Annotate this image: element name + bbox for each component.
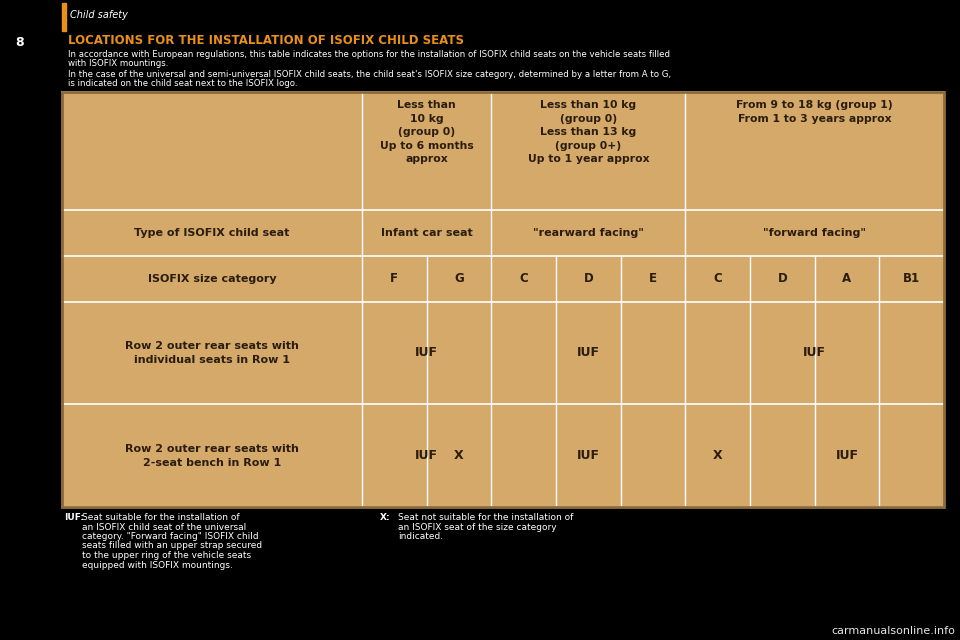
Text: IUF: IUF xyxy=(577,449,600,462)
Text: with ISOFIX mountings.: with ISOFIX mountings. xyxy=(68,59,168,68)
Text: equipped with ISOFIX mountings.: equipped with ISOFIX mountings. xyxy=(82,561,233,570)
Text: X:: X: xyxy=(380,513,391,522)
Text: "rearward facing": "rearward facing" xyxy=(533,228,644,238)
Text: Row 2 outer rear seats with
individual seats in Row 1: Row 2 outer rear seats with individual s… xyxy=(125,341,299,365)
Text: seats filled with an upper strap secured: seats filled with an upper strap secured xyxy=(82,541,262,550)
Text: IUF: IUF xyxy=(835,449,858,462)
Text: B1: B1 xyxy=(903,273,921,285)
Text: X: X xyxy=(713,449,723,462)
Text: "forward facing": "forward facing" xyxy=(763,228,866,238)
Text: IUF: IUF xyxy=(577,346,600,360)
Text: indicated.: indicated. xyxy=(398,532,444,541)
Text: to the upper ring of the vehicle seats: to the upper ring of the vehicle seats xyxy=(82,551,252,560)
Text: LOCATIONS FOR THE INSTALLATION OF ISOFIX CHILD SEATS: LOCATIONS FOR THE INSTALLATION OF ISOFIX… xyxy=(68,34,464,47)
Text: carmanualsonline.info: carmanualsonline.info xyxy=(831,626,955,636)
Text: From 9 to 18 kg (group 1)
From 1 to 3 years approx: From 9 to 18 kg (group 1) From 1 to 3 ye… xyxy=(736,100,893,124)
Text: Infant car seat: Infant car seat xyxy=(381,228,472,238)
Text: Less than
10 kg
(group 0)
Up to 6 months
approx: Less than 10 kg (group 0) Up to 6 months… xyxy=(380,100,473,164)
Text: Child safety: Child safety xyxy=(70,10,128,20)
Text: an ISOFIX seat of the size category: an ISOFIX seat of the size category xyxy=(398,522,557,531)
Text: IUF: IUF xyxy=(415,346,438,360)
Text: ISOFIX size category: ISOFIX size category xyxy=(148,274,276,284)
Text: A: A xyxy=(843,273,852,285)
Text: D: D xyxy=(778,273,787,285)
Text: Row 2 outer rear seats with
2-seat bench in Row 1: Row 2 outer rear seats with 2-seat bench… xyxy=(125,444,299,467)
Text: F: F xyxy=(391,273,398,285)
Text: IUF: IUF xyxy=(415,449,438,462)
Text: category. "Forward facing" ISOFIX child: category. "Forward facing" ISOFIX child xyxy=(82,532,258,541)
Text: an ISOFIX child seat of the universal: an ISOFIX child seat of the universal xyxy=(82,522,247,531)
Text: IUF: IUF xyxy=(804,346,827,360)
Text: In accordance with European regulations, this table indicates the options for th: In accordance with European regulations,… xyxy=(68,50,670,59)
Text: Less than 10 kg
(group 0)
Less than 13 kg
(group 0+)
Up to 1 year approx: Less than 10 kg (group 0) Less than 13 k… xyxy=(528,100,649,164)
Bar xyxy=(62,92,944,507)
Text: 8: 8 xyxy=(15,35,24,49)
Text: C: C xyxy=(519,273,528,285)
Text: Seat not suitable for the installation of: Seat not suitable for the installation o… xyxy=(398,513,573,522)
Text: D: D xyxy=(584,273,593,285)
Text: E: E xyxy=(649,273,657,285)
Bar xyxy=(62,3,66,31)
Text: is indicated on the child seat next to the ISOFIX logo.: is indicated on the child seat next to t… xyxy=(68,79,298,88)
Text: Type of ISOFIX child seat: Type of ISOFIX child seat xyxy=(134,228,290,238)
Text: In the case of the universal and semi-universal ISOFIX child seats, the child se: In the case of the universal and semi-un… xyxy=(68,70,671,79)
Text: G: G xyxy=(454,273,464,285)
Text: IUF:: IUF: xyxy=(64,513,84,522)
Text: X: X xyxy=(454,449,464,462)
Text: C: C xyxy=(713,273,722,285)
Text: Seat suitable for the installation of: Seat suitable for the installation of xyxy=(82,513,240,522)
Bar xyxy=(62,92,944,507)
